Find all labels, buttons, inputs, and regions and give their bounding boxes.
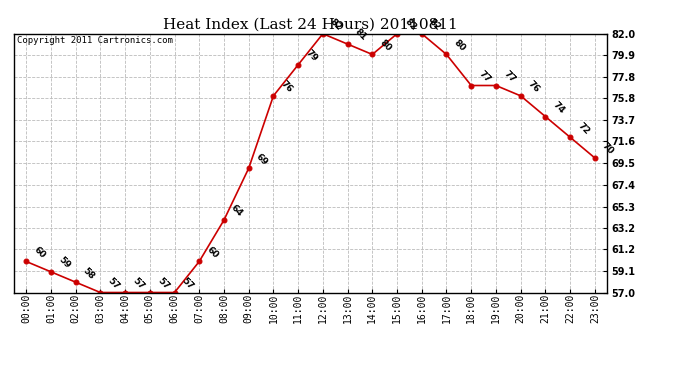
Text: 58: 58 bbox=[81, 266, 97, 281]
Text: 77: 77 bbox=[502, 69, 517, 84]
Text: 70: 70 bbox=[600, 141, 615, 156]
Title: Heat Index (Last 24 Hours) 20110811: Heat Index (Last 24 Hours) 20110811 bbox=[163, 17, 458, 31]
Text: 60: 60 bbox=[32, 245, 47, 260]
Text: 59: 59 bbox=[57, 255, 72, 270]
Text: 80: 80 bbox=[378, 38, 393, 53]
Text: 81: 81 bbox=[353, 27, 368, 43]
Text: 69: 69 bbox=[254, 152, 270, 167]
Text: 74: 74 bbox=[551, 100, 566, 115]
Text: 80: 80 bbox=[452, 38, 467, 53]
Text: 82: 82 bbox=[328, 17, 344, 32]
Text: 76: 76 bbox=[279, 79, 294, 94]
Text: 57: 57 bbox=[106, 276, 121, 291]
Text: Copyright 2011 Cartronics.com: Copyright 2011 Cartronics.com bbox=[17, 36, 172, 45]
Text: 60: 60 bbox=[205, 245, 220, 260]
Text: 76: 76 bbox=[526, 79, 542, 94]
Text: 77: 77 bbox=[477, 69, 492, 84]
Text: 64: 64 bbox=[230, 203, 245, 219]
Text: 57: 57 bbox=[180, 276, 195, 291]
Text: 82: 82 bbox=[402, 17, 418, 32]
Text: 57: 57 bbox=[155, 276, 170, 291]
Text: 82: 82 bbox=[427, 17, 442, 32]
Text: 57: 57 bbox=[130, 276, 146, 291]
Text: 72: 72 bbox=[575, 121, 591, 136]
Text: 79: 79 bbox=[304, 48, 319, 63]
